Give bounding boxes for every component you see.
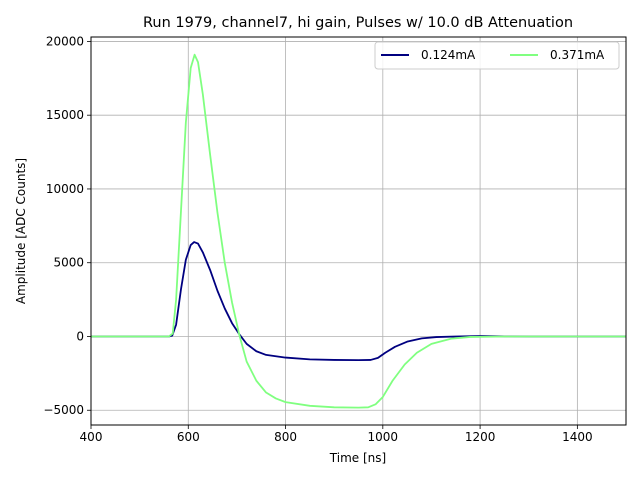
y-tick-label-2: 5000 [53,256,84,270]
series-line-0 [91,241,626,361]
series-line-1 [91,53,626,409]
y-axis-label: Amplitude [ADC Counts] [14,158,28,304]
chart-title: Run 1979, channel7, hi gain, Pulses w/ 1… [143,15,573,31]
y-tick-label-3: 10000 [46,182,84,196]
x-tick-label-800: 800 [274,430,297,444]
x-tick-label-1200: 1200 [465,430,496,444]
y-tick-label-1: 0 [76,329,84,343]
legend: 0.124mA 0.371mA [374,41,620,70]
grid [90,37,626,425]
x-tick-label-600: 600 [177,430,200,444]
plot-series [91,53,626,409]
x-tick-label-1400: 1400 [562,430,593,444]
legend-label-0371ma: 0.371mA [550,48,605,62]
legend-box [374,41,620,70]
x-axis-label: Time [ns] [329,451,386,465]
legend-label-0124ma: 0.124mA [421,48,476,62]
axis-ticks: 400 600 800 1000 1200 1400 −5000 0 5000 10000 1500… [43,34,592,444]
y-tick-label-0: −5000 [43,403,84,417]
x-tick-label-1000: 1000 [368,430,399,444]
x-tick-label-400: 400 [80,430,103,444]
y-tick-label-5: 20000 [46,34,84,48]
y-tick-label-4: 15000 [46,108,84,122]
plot-frame [90,36,627,426]
